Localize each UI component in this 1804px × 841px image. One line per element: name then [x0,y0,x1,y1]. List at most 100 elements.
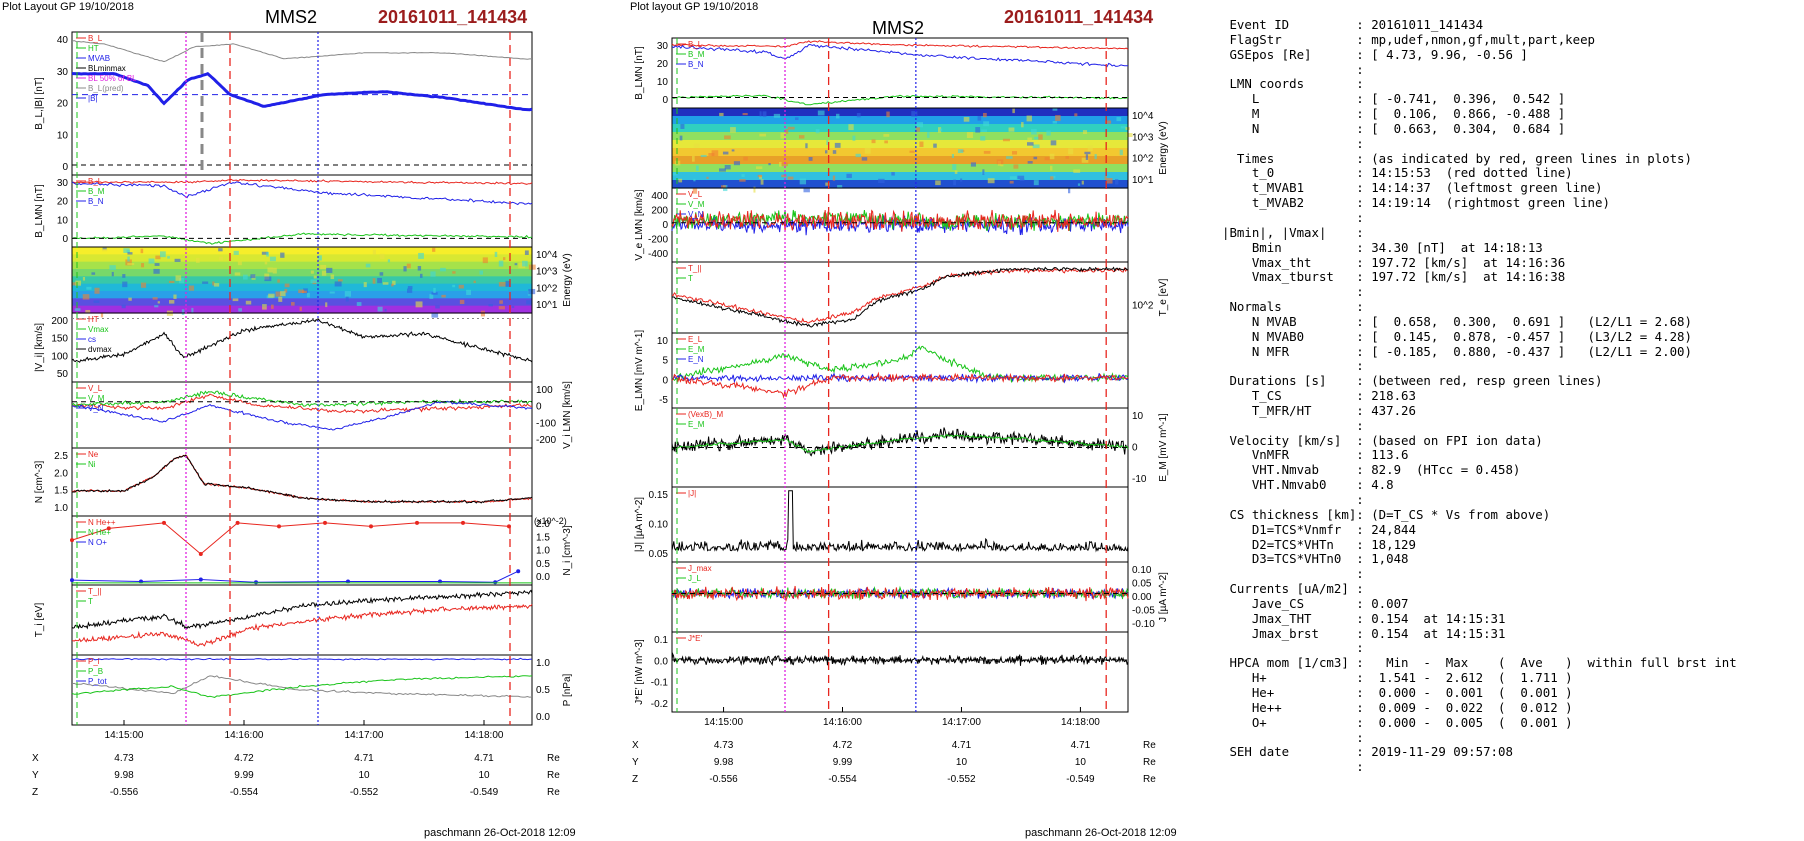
spectrogram-speck [384,308,387,312]
spectrogram-speck [1120,126,1127,129]
spectrogram-speck [345,296,349,302]
left-ytick-label: 100 [51,351,68,362]
left-legend-label: V_L [88,384,103,393]
spectrogram-speck [511,305,515,309]
info-line: He++ : 0.009 - 0.022 ( 0.012 ) [1222,699,1573,715]
spectrogram-speck [911,111,918,117]
spectrogram-speck [325,302,328,308]
series-BN [671,94,1129,106]
spectrogram-speck [952,164,957,170]
left-ytick-label: 10 [57,130,69,141]
spectrogram-speck [122,281,128,288]
right-ytick-label: -200 [648,235,668,246]
right-xtick-label: 14:17:00 [942,717,981,728]
spectrogram-speck [871,139,876,144]
spectrogram-speck [755,166,763,169]
spectrogram-speck [693,178,696,182]
spectrogram-speck [127,252,133,255]
spectrogram-speck [430,271,436,277]
spectrogram-speck [266,252,269,257]
info-line: CS thickness [km]: (D=T_CS * Vs from abo… [1222,506,1551,522]
series-EM [671,345,1129,383]
info-line: GSEpos [Re] : [ 4.73, 9.96, -0.56 ] [1222,46,1528,62]
left-pos-value: -0.549 [470,787,499,798]
spectrogram-speck [1073,169,1081,173]
right-footer: paschmann 26-Oct-2018 12:09 [1025,827,1177,839]
spectrogram-band [672,172,1128,181]
spectrogram-speck [963,116,970,122]
left-legend-label: HT [88,44,99,53]
spectrogram-speck [1034,136,1040,140]
right-ytick-label: 10^2 [1132,301,1154,312]
spectrogram-speck [514,263,518,266]
spectrogram-speck [1115,179,1119,185]
left-pos-unit: Re [547,753,560,764]
left-ytick-label: -200 [536,435,556,446]
spectrogram-speck [795,117,799,121]
spectrogram-speck [731,149,735,152]
spectrogram-speck [1085,154,1089,160]
left-pos-value: 4.71 [474,753,494,764]
left-exponent-label: (x10^-2) [534,516,567,526]
spectrogram-speck [983,121,990,127]
right-panel-5 [671,407,1129,488]
spectrogram-band [72,247,532,255]
left-ylabel: P [nPa] [562,673,573,706]
spectrogram-speck [891,172,895,176]
info-line: Vmax_tburst : 197.72 [km/s] at 14:16:38 [1222,269,1566,285]
right-legend-label: |J| [688,489,696,498]
spectrogram-speck [109,265,116,270]
left-pos-value: -0.554 [230,787,259,798]
left-ytick-label: 100 [536,385,553,396]
spectrogram-speck [980,136,986,141]
spectrogram-speck [167,256,170,259]
left-ytick-label: 0.0 [536,712,550,723]
spectrogram-speck [1116,117,1122,122]
right-pos-unit: Re [1143,757,1156,768]
spectrogram-speck [473,280,476,284]
spectrogram-speck [695,165,699,171]
spectrogram-speck [178,278,185,284]
spectrogram-speck [1119,149,1123,156]
right-legend-label: T [688,274,693,283]
left-ylabel: N [cm^-3] [34,461,45,504]
spectrogram-speck [826,140,829,146]
info-line: M : [ 0.106, 0.866, -0.488 ] [1222,106,1566,122]
info-line: t_MVAB2 : 14:19:14 (rightmost green line… [1222,195,1610,211]
spectrogram-speck [125,259,132,266]
left-legend-label: BL 50% of BL [88,74,137,83]
spectrogram-speck [310,270,314,274]
spectrogram-speck [152,297,158,300]
spectrogram-speck [233,250,239,255]
spectrogram-speck [344,291,352,297]
spectrogram-band [672,132,1128,141]
spectrogram-speck [983,112,987,118]
spectrogram-speck [356,302,362,306]
series-PB [71,675,533,698]
right-ylabel: E_M [mV m^-1] [1158,413,1169,482]
spectrogram-speck [940,128,943,132]
right-panel-6 [671,486,1129,563]
series-BL [72,71,533,112]
spectrogram-speck [1094,154,1097,160]
right-ytick-label: 0.05 [649,549,669,560]
info-line: O+ : 0.000 - 0.005 ( 0.001 ) [1222,714,1573,730]
spectrogram-speck [238,308,242,312]
right-ytick-label: -400 [648,249,668,260]
series-O-plus [71,570,519,583]
spectrogram-speck [835,113,840,119]
info-line: LMN coords : [1222,76,1364,92]
right-ytick-label: -0.1 [651,678,669,689]
spectrogram-speck [122,274,126,278]
right-ylabel: Energy (eV) [1158,121,1169,174]
series-VexB [671,427,1129,457]
left-ytick-label: 10^2 [536,283,558,294]
info-line: : [1222,61,1364,77]
right-ytick-label: -0.2 [651,699,669,710]
left-xtick-label: 14:16:00 [225,730,264,741]
left-ytick-label: 40 [57,35,69,46]
spectrogram-band [672,124,1128,133]
spectrogram-speck [700,154,707,158]
info-line: T_CS : 218.63 [1222,388,1416,404]
spectrogram-speck [82,277,86,281]
